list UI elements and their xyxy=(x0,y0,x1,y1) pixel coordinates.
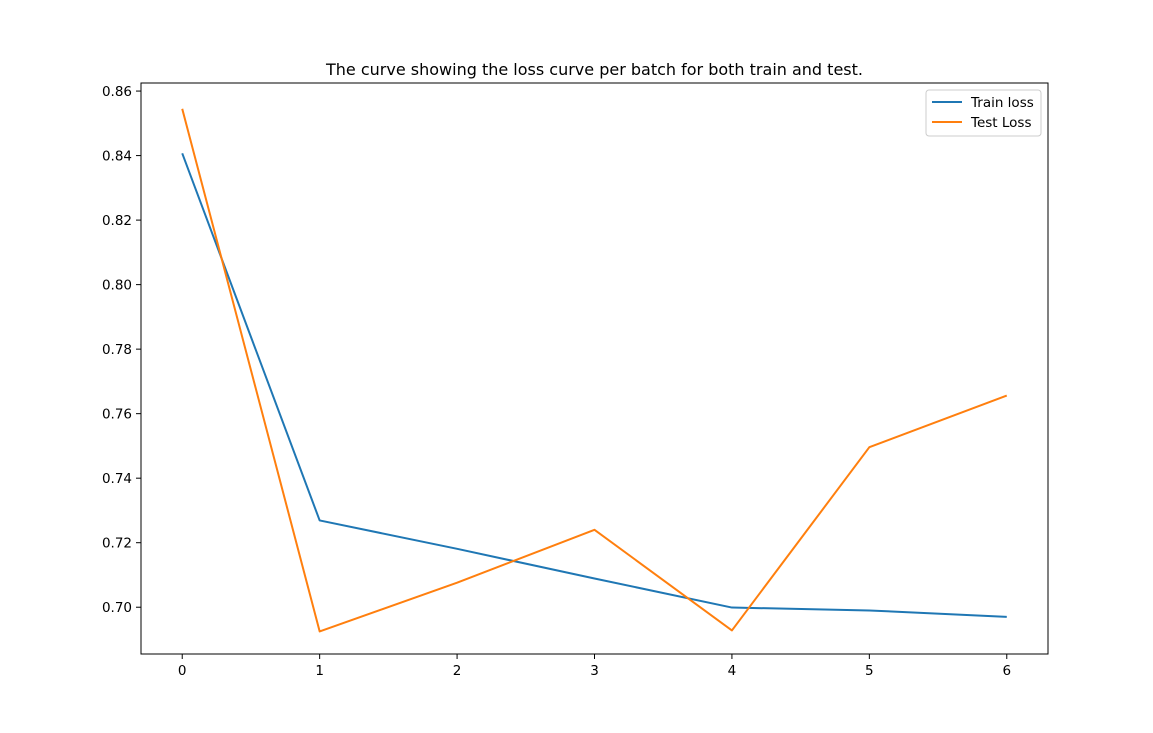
y-tick-label: 0.86 xyxy=(102,84,132,100)
legend-items: Train loss Test Loss xyxy=(932,95,1034,131)
x-tick-label: 3 xyxy=(590,663,599,679)
y-tick-label: 0.72 xyxy=(102,536,132,552)
y-tick-label: 0.84 xyxy=(102,149,132,165)
series-layer xyxy=(181,108,1008,633)
y-tick-label: 0.76 xyxy=(102,407,132,423)
x-tick-label: 1 xyxy=(315,663,324,679)
x-tick-label: 2 xyxy=(453,663,462,679)
legend-label-test-loss: Test Loss xyxy=(970,115,1032,131)
legend-label-train-loss: Train loss xyxy=(970,95,1034,111)
y-tick-label: 0.70 xyxy=(102,600,132,616)
x-axis-ticks: 0 1 2 3 4 5 6 xyxy=(178,654,1011,679)
y-tick-label: 0.78 xyxy=(102,342,132,358)
x-tick-label: 0 xyxy=(178,663,187,679)
legend: Train loss Test Loss xyxy=(925,89,1042,137)
series-line-test-loss xyxy=(181,108,1008,633)
y-tick-label: 0.80 xyxy=(102,278,132,294)
y-axis-ticks: 0.70 0.72 0.74 0.76 0.78 0.80 0.82 0.84 0.86 xyxy=(102,84,141,616)
x-tick-label: 5 xyxy=(865,663,874,679)
plot-area xyxy=(141,83,1048,654)
chart-title: The curve showing the loss curve per bat… xyxy=(325,60,863,79)
y-tick-label: 0.74 xyxy=(102,471,132,487)
x-tick-label: 6 xyxy=(1002,663,1011,679)
y-tick-label: 0.82 xyxy=(102,213,132,229)
series-line-train-loss xyxy=(181,152,1007,618)
x-tick-label: 4 xyxy=(728,663,737,679)
